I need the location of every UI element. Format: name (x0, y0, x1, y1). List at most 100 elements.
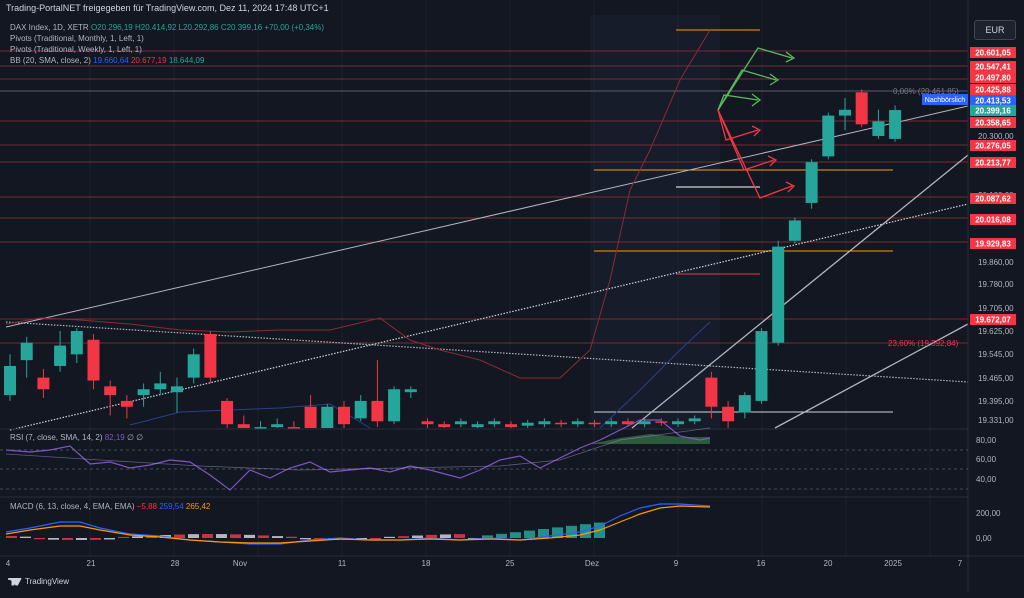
time-axis-label: 9 (674, 559, 679, 568)
candle-body[interactable] (889, 110, 902, 139)
candle-body[interactable] (839, 109, 851, 116)
price-tag-label: 19.672,07 (975, 316, 1011, 325)
nachboerslich-badge: Nachbörslich (925, 97, 966, 104)
macd-bar (496, 533, 507, 538)
price-axis-label: 19.625,00 (978, 327, 1014, 336)
candle-body[interactable] (54, 345, 67, 366)
candle-body[interactable] (872, 121, 885, 136)
candle-body[interactable] (688, 418, 701, 422)
candle-body[interactable] (655, 421, 668, 423)
price-tag-label: 20.497,80 (975, 74, 1011, 83)
candles[interactable] (4, 89, 902, 429)
rsi-axis-60: 60,00 (976, 455, 997, 464)
price-tag-bg (970, 214, 1016, 225)
candle-body[interactable] (237, 424, 250, 428)
macd-bar (188, 534, 199, 538)
macd-bar (174, 534, 185, 538)
candle-body[interactable] (672, 421, 684, 425)
candle-body[interactable] (171, 386, 183, 393)
symbol-label[interactable]: DAX Index, 1D, XETR (10, 23, 89, 32)
candle-body[interactable] (454, 421, 467, 425)
candle-body[interactable] (154, 383, 167, 390)
projection-arrows-down[interactable] (717, 109, 796, 199)
candle-body[interactable] (271, 424, 284, 428)
price-tag-label: 20.413,53 (975, 97, 1011, 106)
candle-body[interactable] (254, 427, 267, 429)
price-axis-label: 20.300,00 (978, 132, 1014, 141)
candle-body[interactable] (4, 365, 16, 396)
candle-body[interactable] (621, 421, 634, 425)
candle-body[interactable] (87, 339, 100, 381)
candle-body[interactable] (404, 389, 417, 393)
macd-name: MACD (6, 13, close, 4, EMA, EMA) (10, 502, 135, 511)
candle-body[interactable] (555, 422, 568, 425)
candle-body[interactable] (738, 395, 751, 413)
candle-body[interactable] (722, 406, 735, 422)
rsi-name: RSI (7, close, SMA, 14, 2) (10, 433, 103, 442)
macd-bar (538, 529, 549, 538)
candle-body[interactable] (187, 354, 200, 378)
tradingview-logo[interactable]: TradingView (8, 577, 69, 586)
time-axis-label: 20 (824, 559, 833, 568)
candle-body[interactable] (772, 246, 785, 343)
candle-body[interactable] (321, 406, 334, 428)
macd-bar (524, 530, 535, 538)
candle-body[interactable] (388, 389, 401, 422)
candle-body[interactable] (471, 424, 484, 428)
candle-body[interactable] (855, 92, 868, 125)
share-header: Trading-PortalNET freigegeben für Tradin… (6, 3, 329, 13)
macd-bar (62, 538, 73, 540)
candle-body[interactable] (70, 331, 83, 355)
macd-label[interactable]: MACD (6, 13, close, 4, EMA, EMA) −5,88 2… (10, 502, 210, 511)
candle-body[interactable] (505, 424, 517, 428)
rsi-axis-40: 40,00 (976, 475, 997, 484)
candle-body[interactable] (605, 421, 618, 425)
candle-body[interactable] (421, 421, 434, 425)
candle-body[interactable] (822, 115, 835, 157)
candle-body[interactable] (438, 424, 451, 428)
candle-body[interactable] (287, 427, 300, 429)
candle-body[interactable] (120, 400, 133, 407)
candle-body[interactable] (104, 386, 117, 396)
time-axis[interactable]: 4 21 28 Nov 11 18 25 Dez 9 16 20 2025 7 (6, 559, 963, 568)
candle-body[interactable] (338, 406, 350, 425)
bb-lower-value: 19.660,64 (93, 56, 129, 65)
bb-label[interactable]: BB (20, SMA, close, 2) (10, 56, 91, 65)
macd-bar (20, 536, 31, 538)
price-axis-label: 19.395,00 (978, 397, 1014, 406)
price-tag-label: 20.087,62 (975, 195, 1011, 204)
macd-bar (454, 534, 465, 538)
candle-body[interactable] (588, 422, 601, 425)
candle-body[interactable] (538, 421, 551, 425)
rsi-label[interactable]: RSI (7, close, SMA, 14, 2) 82,19 ∅ ∅ (10, 433, 143, 442)
candle-body[interactable] (805, 162, 818, 203)
candle-body[interactable] (488, 421, 501, 425)
time-axis-label: 18 (422, 559, 431, 568)
pivots-weekly-label[interactable]: Pivots (Traditional, Weekly, 1, Left, 1) (10, 45, 142, 54)
candle-body[interactable] (705, 377, 718, 407)
candle-body[interactable] (137, 389, 150, 396)
rsi-pane[interactable] (0, 419, 968, 491)
candle-body[interactable] (354, 400, 367, 419)
candle-body[interactable] (221, 400, 234, 425)
candle-body[interactable] (204, 333, 217, 378)
candle-body[interactable] (788, 220, 801, 241)
macd-bar (230, 534, 241, 538)
candle-body[interactable] (371, 400, 384, 422)
candle-body[interactable] (571, 421, 584, 425)
candle-body[interactable] (20, 342, 33, 361)
pivots-monthly-label[interactable]: Pivots (Traditional, Monthly, 1, Left, 1… (10, 34, 144, 43)
candle-body[interactable] (304, 406, 317, 428)
price-tag-label: 19.929,83 (975, 240, 1011, 249)
candle-body[interactable] (37, 377, 50, 390)
candle-body[interactable] (521, 422, 534, 426)
trend-lines[interactable] (5, 105, 969, 431)
candle-body[interactable] (638, 421, 651, 425)
price-axis[interactable]: 20.300,0020.180,0019.860,0019.780,0019.7… (978, 132, 1014, 425)
currency-button[interactable]: EUR (974, 20, 1016, 40)
candle-body[interactable] (755, 331, 768, 401)
price-tag-bg (970, 140, 1016, 151)
projection-arrows-up[interactable] (717, 47, 796, 111)
